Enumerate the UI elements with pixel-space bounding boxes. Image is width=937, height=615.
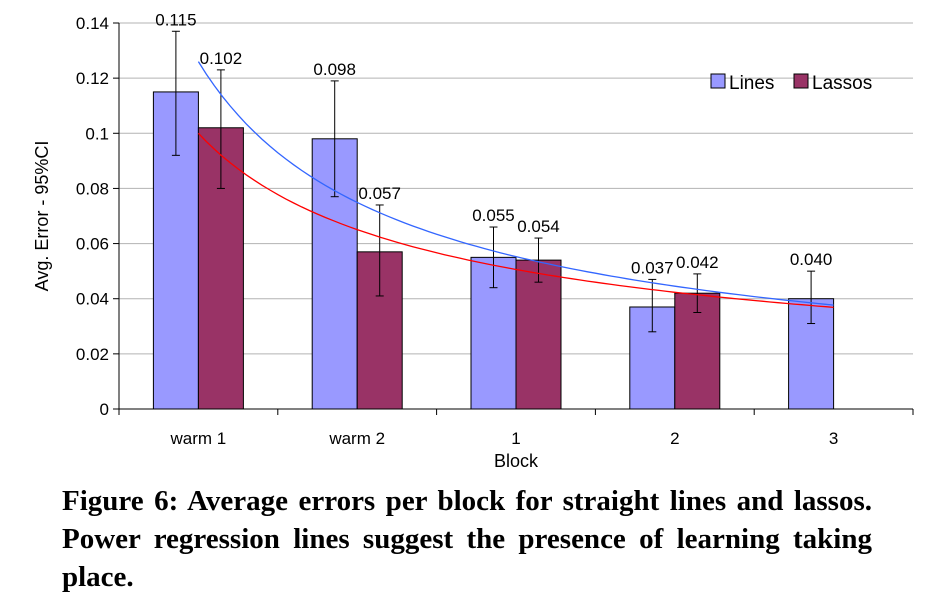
y-tick-label: 0.12 <box>76 69 109 88</box>
y-tick-label: 0.06 <box>76 235 109 254</box>
legend: Lines Lassos <box>710 73 872 94</box>
x-axis-ticks: warm 1 warm 2 1 2 3 <box>118 409 914 448</box>
data-label: 0.055 <box>472 206 515 225</box>
y-tick-label: 0.1 <box>85 124 109 143</box>
y-tick-label: 0 <box>100 400 109 419</box>
y-tick-label: 0.14 <box>76 14 109 33</box>
data-label: 0.098 <box>313 60 356 79</box>
y-tick-label: 0.02 <box>76 345 109 364</box>
y-tick-label: 0.08 <box>76 179 109 198</box>
data-label: 0.040 <box>790 250 833 269</box>
trendline-lassos <box>197 132 834 309</box>
error-bars <box>171 30 816 333</box>
data-label: 0.102 <box>200 49 243 68</box>
data-label: 0.042 <box>676 253 719 272</box>
legend-swatch-lines <box>710 73 726 89</box>
legend-swatch-lassos <box>793 73 809 89</box>
data-labels: 0.115 0.098 0.055 0.037 0.040 0.102 0.057 0.054… <box>155 10 832 277</box>
x-tick-label: 3 <box>829 429 838 448</box>
x-axis-title: Block <box>494 451 539 471</box>
y-tick-label: 0.04 <box>76 290 109 309</box>
data-label: 0.054 <box>517 217 560 236</box>
chart: 00.020.040.060.080.10.120.14 0.1150.0980… <box>32 10 914 471</box>
data-label: 0.037 <box>631 258 674 277</box>
data-label: 0.057 <box>358 184 401 203</box>
y-axis-ticks: 0 0.02 0.04 0.06 0.08 0.1 0.12 0.14 <box>76 14 119 419</box>
bar-lassos-2 <box>515 259 562 410</box>
legend-label-lassos: Lassos <box>812 73 872 94</box>
legend-label-lines: Lines <box>729 73 774 94</box>
y-axis-title: Avg. Error - 95%CI <box>32 141 52 292</box>
trendline-lines <box>197 61 834 306</box>
data-label: 0.115 <box>155 10 196 29</box>
x-tick-label: 2 <box>670 429 679 448</box>
trendlines <box>197 61 834 309</box>
x-tick-label: warm 1 <box>170 429 227 448</box>
figure-caption: Figure 6: Average errors per block for s… <box>62 485 872 593</box>
x-tick-label: 1 <box>511 429 520 448</box>
x-tick-label: warm 2 <box>328 429 385 448</box>
